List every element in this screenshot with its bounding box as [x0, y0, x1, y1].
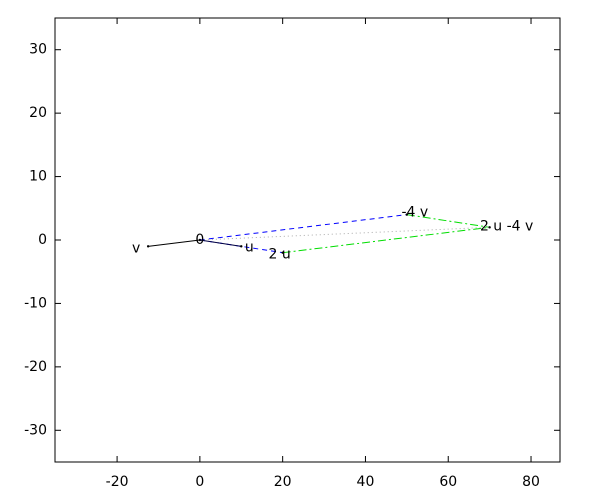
point-label: 2 u — [269, 247, 291, 263]
vector-segment — [199, 226, 490, 241]
point — [488, 226, 491, 229]
x-tick-label: 80 — [522, 474, 540, 490]
point-label: u — [245, 239, 254, 255]
vector-segment — [406, 214, 490, 228]
vector-segment — [199, 214, 407, 241]
x-tick-label: 40 — [357, 474, 375, 490]
y-tick-label: -20 — [24, 359, 47, 375]
y-tick-label: 30 — [29, 42, 47, 58]
point — [405, 213, 409, 216]
point-label: 0 — [195, 232, 204, 248]
point — [281, 251, 284, 254]
point — [198, 238, 202, 242]
point — [146, 245, 150, 248]
point-label: -4 v — [401, 205, 428, 221]
x-tick-label: 20 — [274, 474, 292, 490]
x-tick-label: 60 — [439, 474, 457, 490]
x-tick-label: 0 — [195, 474, 204, 490]
vector-segment — [148, 239, 200, 247]
x-tick-label: -20 — [106, 474, 129, 490]
vector-segment — [282, 226, 490, 254]
point — [240, 245, 243, 248]
y-tick-label: 10 — [29, 169, 47, 185]
point-label: 2 u -4 v — [480, 218, 533, 234]
y-tick-label: 20 — [29, 105, 47, 121]
y-tick-label: -10 — [24, 295, 47, 311]
point-label: v — [132, 240, 140, 256]
plot-border — [54, 17, 561, 463]
vector-segment — [199, 239, 242, 247]
y-tick-label: 0 — [38, 232, 47, 248]
y-tick-label: -30 — [24, 422, 47, 438]
